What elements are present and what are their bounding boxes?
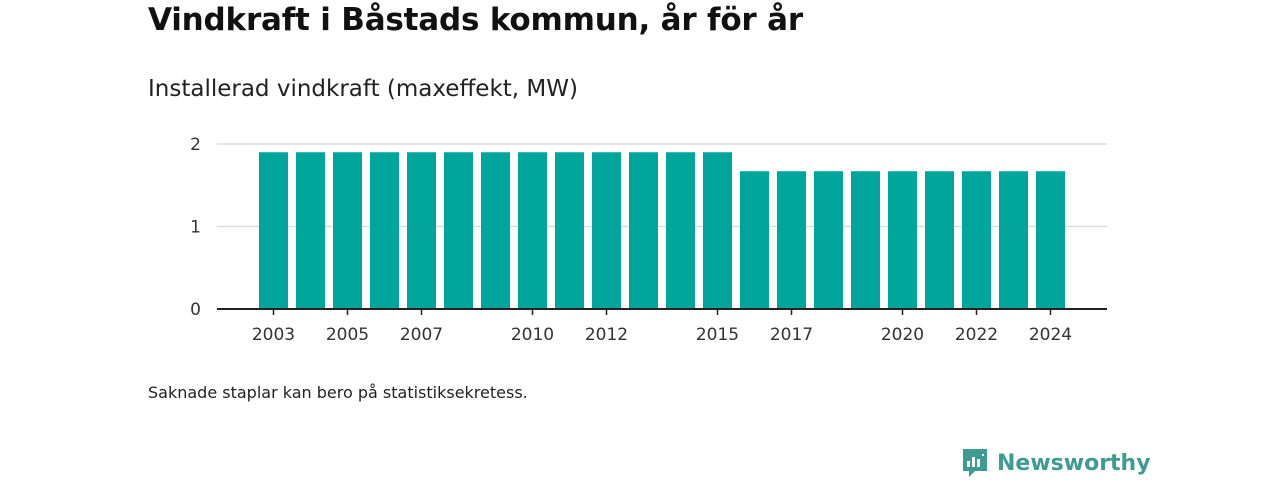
bar-2016 [740, 171, 769, 309]
x-tick-label: 2010 [511, 325, 554, 345]
brand-name: Newsworthy [997, 450, 1151, 476]
bar-2006 [370, 152, 399, 309]
x-tick-label: 2012 [585, 325, 628, 345]
bar-2007 [407, 152, 436, 309]
x-tick-label: 2015 [696, 325, 739, 345]
x-tick-label: 2022 [955, 325, 998, 345]
bar-2020 [888, 171, 917, 309]
x-tick-label: 2003 [252, 325, 295, 345]
bar-2005 [333, 152, 362, 309]
bar-2003 [259, 152, 288, 309]
y-tick-label: 2 [190, 135, 201, 155]
bar-2014 [666, 152, 695, 309]
bars [259, 152, 1065, 309]
x-tick-label: 2020 [881, 325, 924, 345]
bar-2012 [592, 152, 621, 309]
newsworthy-logo-icon [963, 449, 987, 477]
chart-subtitle: Installerad vindkraft (maxeffekt, MW) [148, 76, 578, 102]
x-axis-ticks: 2003 2005 2007 2010 2012 2015 2017 2020 2022 2024 [252, 309, 1072, 345]
bar-2011 [555, 152, 584, 309]
chart-title: Vindkraft i Båstads kommun, år för år [148, 2, 803, 38]
bar-2021 [925, 171, 954, 309]
bar-2024 [1036, 171, 1065, 309]
x-tick-label: 2017 [770, 325, 813, 345]
bar-2013 [629, 152, 658, 309]
bar-2004 [296, 152, 325, 309]
bar-2015 [703, 152, 732, 309]
bar-2009 [481, 152, 510, 309]
bar-2010 [518, 152, 547, 309]
y-tick-label: 1 [190, 218, 201, 238]
x-tick-label: 2005 [326, 325, 369, 345]
x-tick-label: 2007 [400, 325, 443, 345]
bar-2019 [851, 171, 880, 309]
bar-2017 [777, 171, 806, 309]
brand-logo: Newsworthy [961, 446, 1151, 480]
bar-2018 [814, 171, 843, 309]
bar-2022 [962, 171, 991, 309]
bar-2023 [999, 171, 1028, 309]
footnote: Saknade staplar kan bero på statistiksek… [148, 383, 528, 402]
bar-2008 [444, 152, 473, 309]
y-axis-ticks: 0 1 2 [190, 135, 201, 320]
x-tick-label: 2024 [1029, 325, 1072, 345]
gridlines [217, 143, 1107, 228]
y-tick-label: 0 [190, 300, 201, 320]
